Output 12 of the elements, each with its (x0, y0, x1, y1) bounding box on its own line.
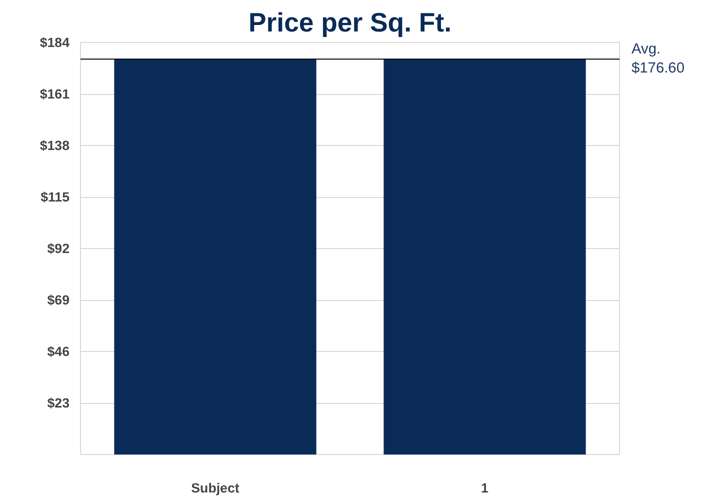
y-tick-label: $184 (40, 35, 70, 50)
ref-line-label: Avg. $176.60 (632, 41, 684, 77)
y-tick-label: $161 (40, 86, 70, 102)
y-tick-label: $92 (47, 241, 70, 256)
chart-title: Price per Sq. Ft. (248, 8, 452, 38)
y-tick-label: $46 (47, 344, 70, 359)
y-tick-label: $69 (47, 292, 70, 308)
y-tick-label: $115 (40, 190, 70, 204)
y-tick-label: $23 (47, 396, 70, 410)
x-tick-label: Subject (191, 480, 240, 496)
x-tick-label: 1 (481, 480, 490, 496)
y-tick-label: $138 (40, 138, 70, 153)
